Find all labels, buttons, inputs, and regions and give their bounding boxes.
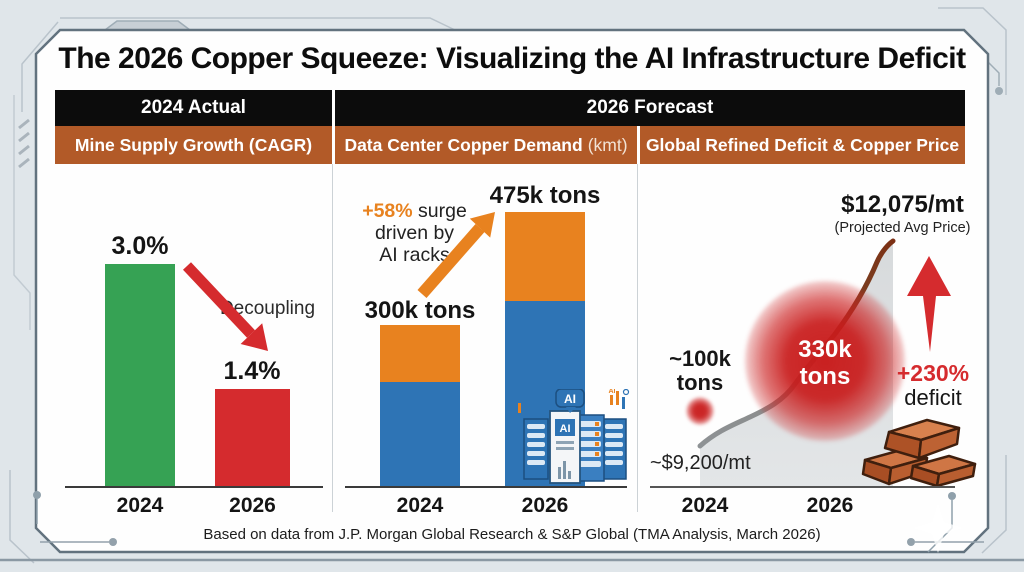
price-2026-label: $12,075/mt	[841, 191, 964, 218]
subheader-demand-main: Data Center Copper Demand	[344, 134, 583, 155]
supply-x-axis	[65, 486, 323, 488]
demand-tick-2024: 2024	[396, 494, 444, 517]
decoupling-arrow-icon	[182, 262, 268, 351]
surge-pct: +58%	[362, 200, 413, 222]
ai-server-racks-icon: AI AI AI	[518, 389, 630, 484]
surge-annotation: +58% surge driven by AI racks	[362, 200, 467, 266]
svg-text:AI: AI	[560, 423, 571, 435]
panel-divider-right	[637, 164, 638, 512]
supply-tick-2026: 2026	[229, 494, 276, 517]
demand-2024-bar-ai	[380, 325, 460, 382]
sparkle-decoration	[913, 503, 963, 553]
frame-top-tab	[104, 20, 191, 31]
frame-hatch-marks	[18, 118, 30, 169]
subheader-demand-unit: (kmt)	[587, 134, 628, 155]
decoupling-annotation: Decoupling	[219, 298, 316, 319]
infographic-card: The 2026 Copper Squeeze: Visualizing the…	[36, 30, 988, 552]
header-2026-forecast: 2026 Forecast	[586, 97, 714, 118]
deficit-2024-bubble	[686, 397, 714, 425]
deficit-x-axis	[650, 486, 955, 488]
deficit-tick-2024: 2024	[681, 494, 729, 517]
supply-2024-value: 3.0%	[111, 232, 169, 260]
metric-header-row: Mine Supply Growth (CAGR) Data Center Co…	[55, 126, 965, 164]
supply-2026-value: 1.4%	[223, 357, 281, 385]
deficit-tick-2026: 2026	[806, 494, 854, 517]
header-2024-actual: 2024 Actual	[55, 90, 335, 126]
price-2026-sublabel: (Projected Avg Price)	[834, 220, 971, 236]
supply-tick-2024: 2024	[116, 494, 164, 517]
page-title: The 2026 Copper Squeeze: Visualizing the…	[58, 42, 966, 75]
demand-x-axis	[345, 486, 627, 488]
supply-2024-bar	[105, 264, 175, 486]
panel-divider-left	[332, 164, 333, 512]
demand-2026-bar-ai	[505, 212, 585, 301]
deficit-2026-bubble	[745, 281, 905, 441]
demand-tick-2026: 2026	[521, 494, 569, 517]
supply-2026-bar	[215, 389, 290, 486]
subheader-mine-supply: Mine Supply Growth (CAGR)	[55, 126, 335, 164]
price-2024-label: ~$9,200/mt	[650, 452, 751, 474]
subheader-deficit-price: Global Refined Deficit & Copper Price	[645, 134, 960, 155]
deficit-2026-label: 330k tons	[798, 336, 852, 390]
surge-arrow-icon	[417, 212, 495, 298]
copper-ingots-icon	[861, 418, 977, 488]
svg-text:AI: AI	[609, 389, 616, 395]
deficit-pct-change: +230%	[896, 360, 970, 386]
demand-2026-value: 475k tons	[489, 182, 601, 209]
deficit-pct-label: deficit	[904, 385, 962, 410]
demand-2024-value: 300k tons	[364, 297, 476, 324]
svg-text:AI: AI	[564, 392, 576, 406]
source-attribution: Based on data from J.P. Morgan Global Re…	[203, 526, 821, 543]
deficit-2024-label: ~100k tons	[669, 346, 731, 395]
charts-area: 3.0% 1.4% Decoupling 2024 2026 +58% surg…	[55, 164, 977, 522]
period-header-row: 2024 Actual 2026 Forecast	[55, 90, 965, 126]
deficit-up-arrow-icon	[907, 256, 951, 352]
demand-2024-bar-base	[380, 382, 460, 486]
subheader-datacenter-demand: Data Center Copper Demand (kmt)	[335, 126, 640, 164]
